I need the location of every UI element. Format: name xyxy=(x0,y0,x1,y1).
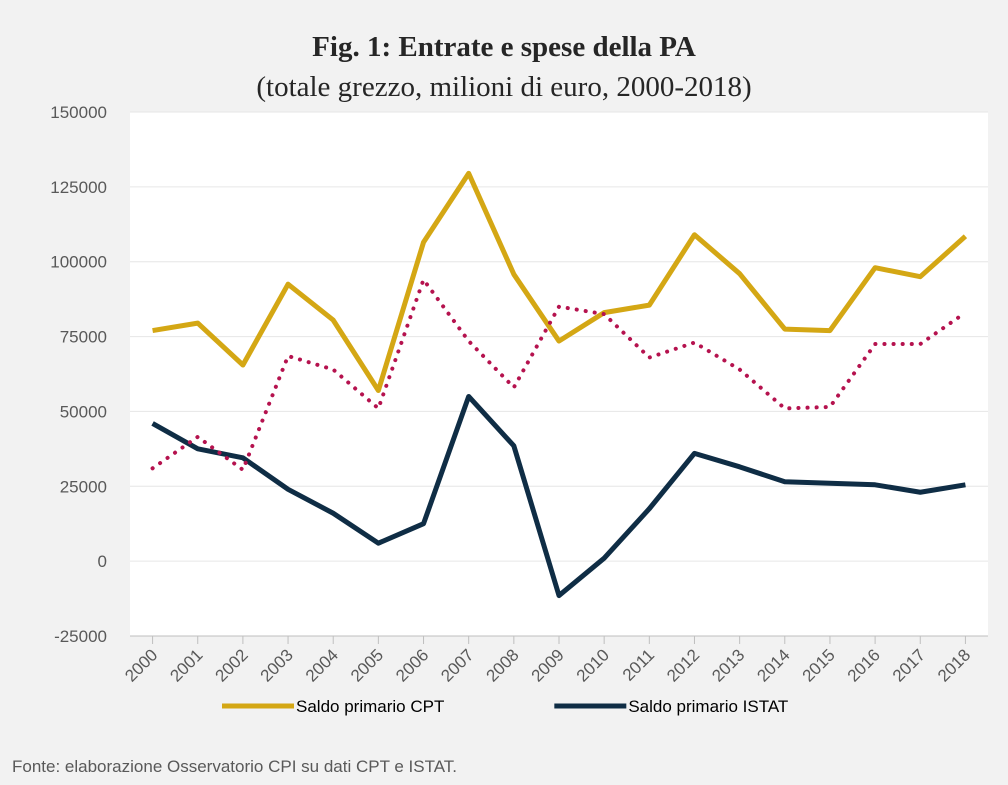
legend-label: Saldo primario ISTAT xyxy=(628,697,788,716)
y-tick-label: 125000 xyxy=(50,178,107,197)
line-series xyxy=(150,277,968,472)
y-tick-label: -25000 xyxy=(54,627,107,646)
y-tick-label: 0 xyxy=(98,552,107,571)
line-series xyxy=(152,170,968,393)
plot-area xyxy=(130,112,988,636)
y-tick-label: 25000 xyxy=(60,477,107,496)
chart-title: Fig. 1: Entrate e spese della PA xyxy=(312,31,696,63)
y-tick-label: 100000 xyxy=(50,253,107,272)
chart-subtitle: (totale grezzo, milioni di euro, 2000-20… xyxy=(256,71,751,103)
y-tick-label: 150000 xyxy=(50,103,107,122)
legend-label: Saldo primario CPT xyxy=(296,697,444,716)
line-series xyxy=(151,393,966,599)
y-tick-label: 75000 xyxy=(60,328,107,347)
y-tick-label: 50000 xyxy=(60,402,107,421)
source: Fonte: elaborazione Osservatorio CPI su … xyxy=(12,757,457,776)
